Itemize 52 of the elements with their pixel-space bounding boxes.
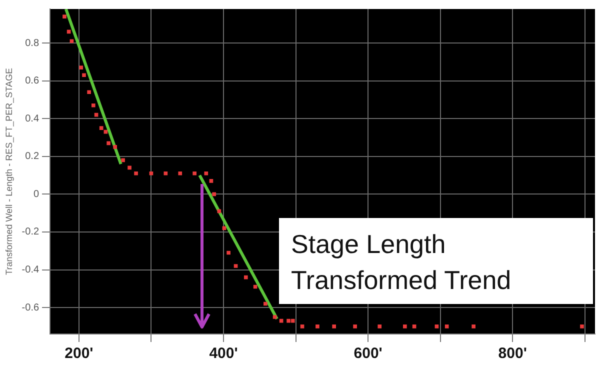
point <box>121 158 125 162</box>
point <box>403 324 407 328</box>
point <box>286 318 290 323</box>
point <box>128 166 132 170</box>
point <box>106 141 110 146</box>
y-tick-label: 0.8 <box>25 38 40 49</box>
point <box>99 126 104 130</box>
point <box>472 324 476 328</box>
point <box>204 171 208 176</box>
y-tick-label: 0.2 <box>25 151 40 162</box>
point <box>70 39 74 44</box>
point <box>79 66 84 70</box>
point <box>234 264 238 268</box>
point <box>192 171 196 176</box>
point <box>134 171 138 176</box>
y-axis-title: Transformed Well - Length - RES_FT_PER_STAGE <box>4 68 14 275</box>
x-tick-label: 400' <box>209 345 238 362</box>
point <box>226 250 230 255</box>
y-tick-label: 0.6 <box>25 76 40 87</box>
point <box>412 324 416 328</box>
point <box>272 315 277 319</box>
point <box>217 209 222 214</box>
point <box>244 275 248 280</box>
point <box>82 73 86 78</box>
point <box>149 171 154 176</box>
x-tick-label: 600' <box>354 345 382 362</box>
point <box>264 302 268 306</box>
point <box>434 324 439 328</box>
point <box>87 90 91 94</box>
y-tick-label: 0 <box>33 188 40 200</box>
point <box>378 324 382 328</box>
point <box>290 318 295 323</box>
y-tick-label: -0.2 <box>22 226 40 238</box>
point <box>316 324 320 328</box>
x-tick-label: 200' <box>64 345 94 362</box>
point <box>332 324 336 328</box>
note-box: Stage Length Transformed Trend <box>279 218 593 304</box>
point <box>212 192 216 196</box>
point <box>91 103 96 108</box>
y-tick-label: -0.4 <box>22 264 40 276</box>
point <box>113 145 117 149</box>
point <box>300 324 304 328</box>
point <box>164 171 168 176</box>
y-tick-label: -0.6 <box>22 302 40 314</box>
point <box>62 14 66 18</box>
x-tick-label: 800' <box>498 345 527 362</box>
y-tick-label: 0.4 <box>25 113 40 124</box>
point <box>353 324 357 328</box>
point <box>209 179 214 183</box>
point <box>580 324 584 328</box>
point <box>178 171 182 176</box>
point <box>444 324 449 328</box>
